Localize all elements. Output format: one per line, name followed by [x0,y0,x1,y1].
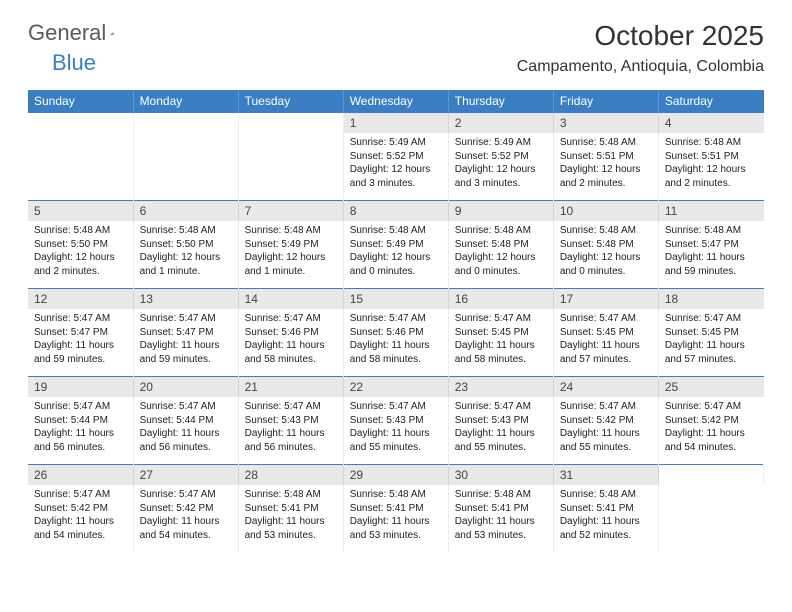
day-number-cell: 27 [133,465,238,486]
day-number-cell: 21 [238,377,343,398]
day-detail-cell: Sunrise: 5:48 AMSunset: 5:48 PMDaylight:… [553,221,658,289]
day-number-cell: 16 [448,289,553,310]
day-number-cell: 31 [553,465,658,486]
day-number-cell: 11 [658,201,763,222]
day-number-cell: 7 [238,201,343,222]
day-number-cell: 1 [343,113,448,134]
day-number-cell: 20 [133,377,238,398]
day-detail-cell: Sunrise: 5:47 AMSunset: 5:42 PMDaylight:… [133,485,238,552]
day-number-cell: 15 [343,289,448,310]
logo: General [28,20,138,46]
day-detail-cell: Sunrise: 5:49 AMSunset: 5:52 PMDaylight:… [343,133,448,201]
dow-header: Friday [553,90,658,113]
day-detail-cell: Sunrise: 5:47 AMSunset: 5:44 PMDaylight:… [28,397,133,465]
location: Campamento, Antioquia, Colombia [517,58,764,76]
day-detail-cell: Sunrise: 5:47 AMSunset: 5:47 PMDaylight:… [28,309,133,377]
day-detail-cell: Sunrise: 5:48 AMSunset: 5:48 PMDaylight:… [448,221,553,289]
day-detail-cell: Sunrise: 5:48 AMSunset: 5:41 PMDaylight:… [238,485,343,552]
day-detail-cell: Sunrise: 5:47 AMSunset: 5:47 PMDaylight:… [133,309,238,377]
month-title: October 2025 [517,20,764,52]
day-detail-cell: Sunrise: 5:49 AMSunset: 5:52 PMDaylight:… [448,133,553,201]
dow-header: Monday [133,90,238,113]
dow-header: Saturday [658,90,763,113]
week-number-row: 262728293031 [28,465,764,486]
day-detail-cell: Sunrise: 5:47 AMSunset: 5:45 PMDaylight:… [553,309,658,377]
day-number-cell: 12 [28,289,133,310]
day-detail-cell: Sunrise: 5:47 AMSunset: 5:42 PMDaylight:… [658,397,763,465]
day-number-cell: 29 [343,465,448,486]
day-detail-cell: Sunrise: 5:47 AMSunset: 5:43 PMDaylight:… [448,397,553,465]
day-detail-cell: Sunrise: 5:48 AMSunset: 5:50 PMDaylight:… [28,221,133,289]
day-number-cell: 19 [28,377,133,398]
day-detail-cell: Sunrise: 5:48 AMSunset: 5:41 PMDaylight:… [553,485,658,552]
day-detail-cell: Sunrise: 5:48 AMSunset: 5:50 PMDaylight:… [133,221,238,289]
week-detail-row: Sunrise: 5:47 AMSunset: 5:44 PMDaylight:… [28,397,764,465]
week-number-row: 19202122232425 [28,377,764,398]
day-detail-cell: Sunrise: 5:47 AMSunset: 5:42 PMDaylight:… [553,397,658,465]
calendar-table: SundayMondayTuesdayWednesdayThursdayFrid… [28,90,764,552]
day-number-cell: 23 [448,377,553,398]
day-detail-cell: Sunrise: 5:47 AMSunset: 5:45 PMDaylight:… [448,309,553,377]
week-detail-row: Sunrise: 5:47 AMSunset: 5:47 PMDaylight:… [28,309,764,377]
day-number-cell: 28 [238,465,343,486]
day-detail-cell: Sunrise: 5:47 AMSunset: 5:45 PMDaylight:… [658,309,763,377]
day-number-cell [658,465,763,486]
day-number-cell: 26 [28,465,133,486]
day-detail-cell: Sunrise: 5:47 AMSunset: 5:46 PMDaylight:… [238,309,343,377]
title-block: October 2025 Campamento, Antioquia, Colo… [517,20,764,76]
day-detail-cell: Sunrise: 5:47 AMSunset: 5:42 PMDaylight:… [28,485,133,552]
day-detail-cell: Sunrise: 5:47 AMSunset: 5:44 PMDaylight:… [133,397,238,465]
flag-icon [110,24,115,42]
day-detail-cell: Sunrise: 5:48 AMSunset: 5:51 PMDaylight:… [553,133,658,201]
day-detail-cell: Sunrise: 5:47 AMSunset: 5:46 PMDaylight:… [343,309,448,377]
week-detail-row: Sunrise: 5:48 AMSunset: 5:50 PMDaylight:… [28,221,764,289]
day-number-cell: 14 [238,289,343,310]
day-number-cell: 10 [553,201,658,222]
day-number-cell [28,113,133,134]
day-number-cell: 8 [343,201,448,222]
week-number-row: 1234 [28,113,764,134]
day-detail-cell: Sunrise: 5:47 AMSunset: 5:43 PMDaylight:… [238,397,343,465]
day-number-cell: 22 [343,377,448,398]
day-detail-cell [658,485,763,552]
logo-word-general: General [28,20,106,46]
day-detail-cell [28,133,133,201]
day-number-cell [238,113,343,134]
week-number-row: 12131415161718 [28,289,764,310]
day-number-cell: 18 [658,289,763,310]
dow-header: Thursday [448,90,553,113]
dow-header: Sunday [28,90,133,113]
day-detail-cell: Sunrise: 5:48 AMSunset: 5:49 PMDaylight:… [343,221,448,289]
day-number-cell: 30 [448,465,553,486]
day-detail-cell: Sunrise: 5:48 AMSunset: 5:47 PMDaylight:… [658,221,763,289]
day-detail-cell: Sunrise: 5:48 AMSunset: 5:51 PMDaylight:… [658,133,763,201]
day-detail-cell: Sunrise: 5:48 AMSunset: 5:41 PMDaylight:… [448,485,553,552]
day-number-cell: 25 [658,377,763,398]
day-number-cell: 2 [448,113,553,134]
day-number-cell: 24 [553,377,658,398]
day-detail-cell: Sunrise: 5:48 AMSunset: 5:41 PMDaylight:… [343,485,448,552]
dow-header: Tuesday [238,90,343,113]
dow-row: SundayMondayTuesdayWednesdayThursdayFrid… [28,90,764,113]
day-detail-cell [238,133,343,201]
day-number-cell: 17 [553,289,658,310]
day-number-cell: 4 [658,113,763,134]
day-number-cell: 9 [448,201,553,222]
day-detail-cell: Sunrise: 5:47 AMSunset: 5:43 PMDaylight:… [343,397,448,465]
day-detail-cell [133,133,238,201]
day-number-cell: 3 [553,113,658,134]
day-number-cell: 6 [133,201,238,222]
dow-header: Wednesday [343,90,448,113]
week-number-row: 567891011 [28,201,764,222]
day-detail-cell: Sunrise: 5:48 AMSunset: 5:49 PMDaylight:… [238,221,343,289]
logo-word-blue: Blue [52,50,96,75]
day-number-cell: 5 [28,201,133,222]
week-detail-row: Sunrise: 5:47 AMSunset: 5:42 PMDaylight:… [28,485,764,552]
day-number-cell [133,113,238,134]
day-number-cell: 13 [133,289,238,310]
week-detail-row: Sunrise: 5:49 AMSunset: 5:52 PMDaylight:… [28,133,764,201]
